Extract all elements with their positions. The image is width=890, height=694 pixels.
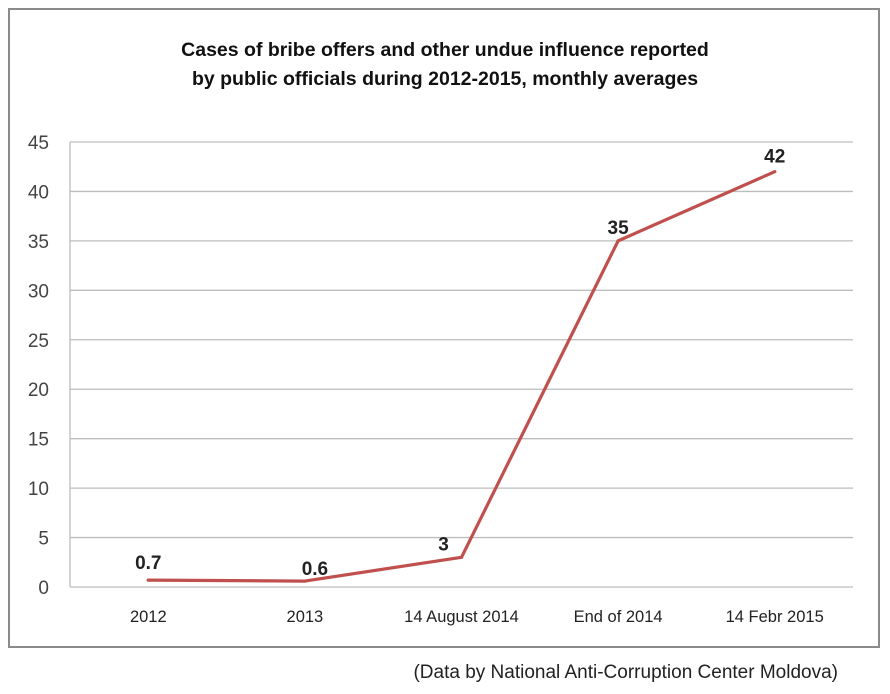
- chart-title: Cases of bribe offers and other undue in…: [181, 39, 709, 90]
- x-tick-label: 2013: [287, 608, 324, 626]
- data-label: 3: [438, 534, 449, 555]
- source-note: (Data by National Anti-Corruption Center…: [413, 662, 838, 683]
- y-tick-label: 45: [28, 133, 49, 154]
- x-tick-label: 2012: [130, 608, 167, 626]
- chart-frame: [8, 8, 880, 648]
- x-tick-label: End of 2014: [574, 608, 663, 626]
- data-point: [146, 578, 150, 582]
- data-point: [459, 555, 464, 559]
- y-tick-label: 15: [28, 430, 49, 451]
- y-tick-label: 35: [28, 232, 49, 253]
- y-tick-label: 40: [28, 182, 49, 203]
- y-tick-label: 10: [28, 479, 49, 500]
- y-tick-label: 30: [28, 281, 49, 302]
- x-tick-label: 14 Febr 2015: [726, 608, 824, 626]
- y-tick-label: 0: [38, 578, 49, 599]
- y-tick-label: 5: [38, 529, 49, 550]
- series-line: [146, 170, 777, 583]
- data-label: 0.7: [135, 553, 161, 574]
- data-point: [616, 239, 620, 243]
- data-point: [303, 579, 307, 583]
- y-tick-label: 25: [28, 331, 49, 352]
- y-tick-label: 20: [28, 380, 49, 401]
- data-point: [773, 170, 777, 174]
- data-label: 0.6: [302, 559, 328, 580]
- x-tick-label: 14 August 2014: [404, 608, 519, 626]
- data-label: 35: [608, 218, 630, 239]
- data-label: 42: [764, 147, 785, 168]
